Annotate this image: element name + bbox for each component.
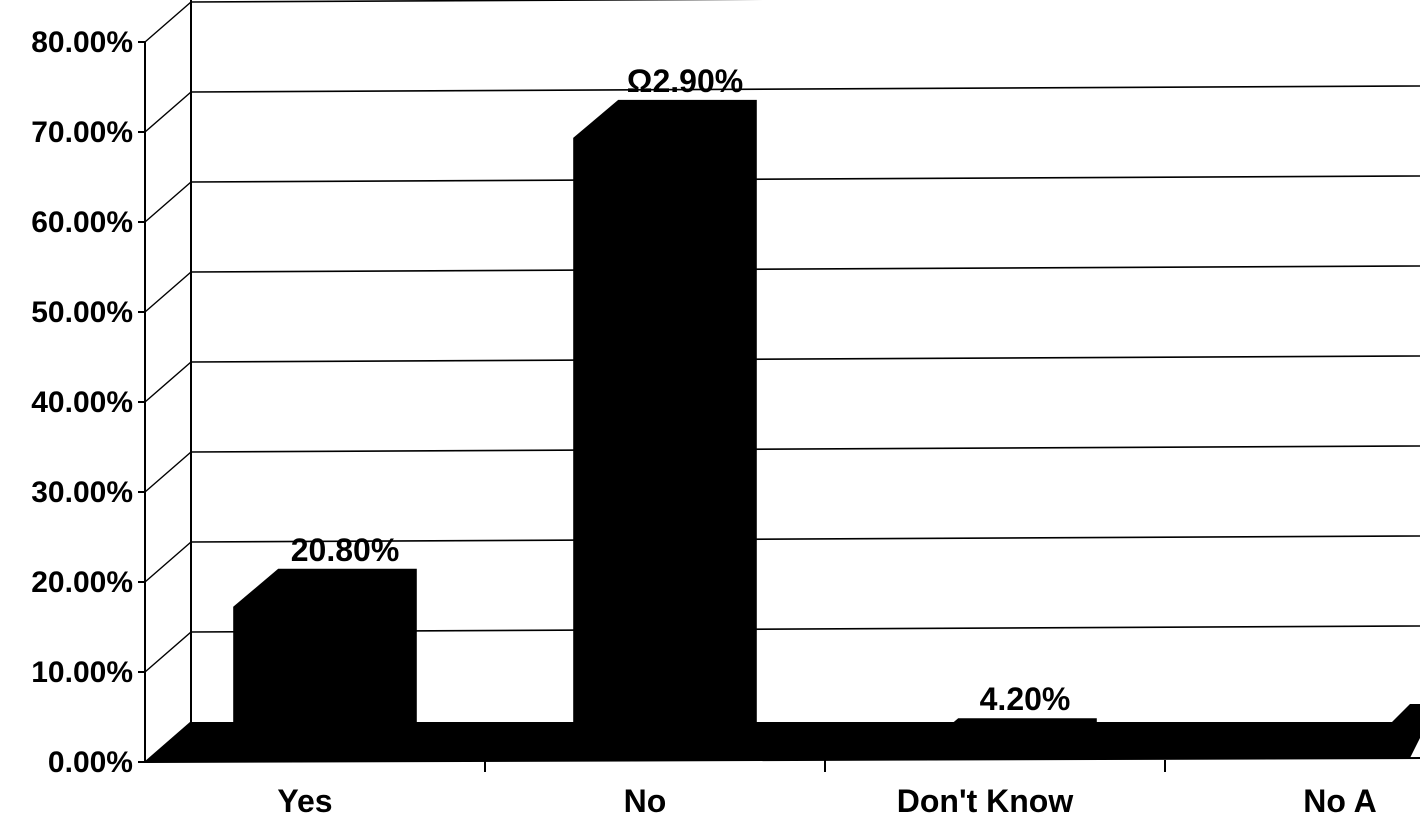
x-tick-label: No [624,783,667,819]
gridline [190,265,1421,273]
bar [913,718,1097,757]
side-wall-line [144,1,192,43]
y-tick-label: 0.00% [48,746,133,779]
bars [233,99,1420,757]
x-tick-label: Yes [277,783,332,819]
gridline [190,175,1421,183]
gridline [190,0,765,3]
y-tick-label: 10.00% [31,656,133,689]
y-tick-label: 60.00% [31,206,133,239]
bar [573,99,757,722]
side-wall-line [144,631,192,673]
chart-walls [144,0,192,763]
gridline [190,445,1421,453]
y-tick-label: 30.00% [31,476,133,509]
y-tick-label: 20.00% [31,566,133,599]
y-axis-ticks: 0.00% 10.00% 20.00% 30.00% 40.00% 50.00% 60.00… [31,26,145,779]
gridline [190,355,1421,363]
side-wall-line [144,451,192,493]
side-wall-line [144,271,192,313]
y-tick-label: 70.00% [31,116,133,149]
side-wall-line [144,91,192,133]
side-wall-line [144,541,192,583]
x-tick-label: Don't Know [897,783,1074,819]
gridline [190,535,1421,543]
data-labels: 20.80% Ω2.90% 4.20% [291,63,1071,717]
bar [1392,704,1420,722]
side-wall-line [144,361,192,403]
y-tick-label: 40.00% [31,386,133,419]
y-tick-label: 50.00% [31,296,133,329]
floor-slab [145,722,1420,762]
data-label: 20.80% [291,532,400,568]
chart-floor [145,722,1420,762]
x-tick-label: No A [1303,783,1376,819]
y-tick-label: 80.00% [31,26,133,59]
gridline [190,85,1421,93]
data-label: Ω2.90% [627,63,743,99]
gridlines [190,0,1421,633]
bar [233,568,417,722]
x-axis-line [144,757,1421,763]
x-axis-ticks: Yes No Don't Know No A [144,757,1421,819]
side-wall-line [144,181,192,223]
data-label: 4.20% [980,681,1071,717]
